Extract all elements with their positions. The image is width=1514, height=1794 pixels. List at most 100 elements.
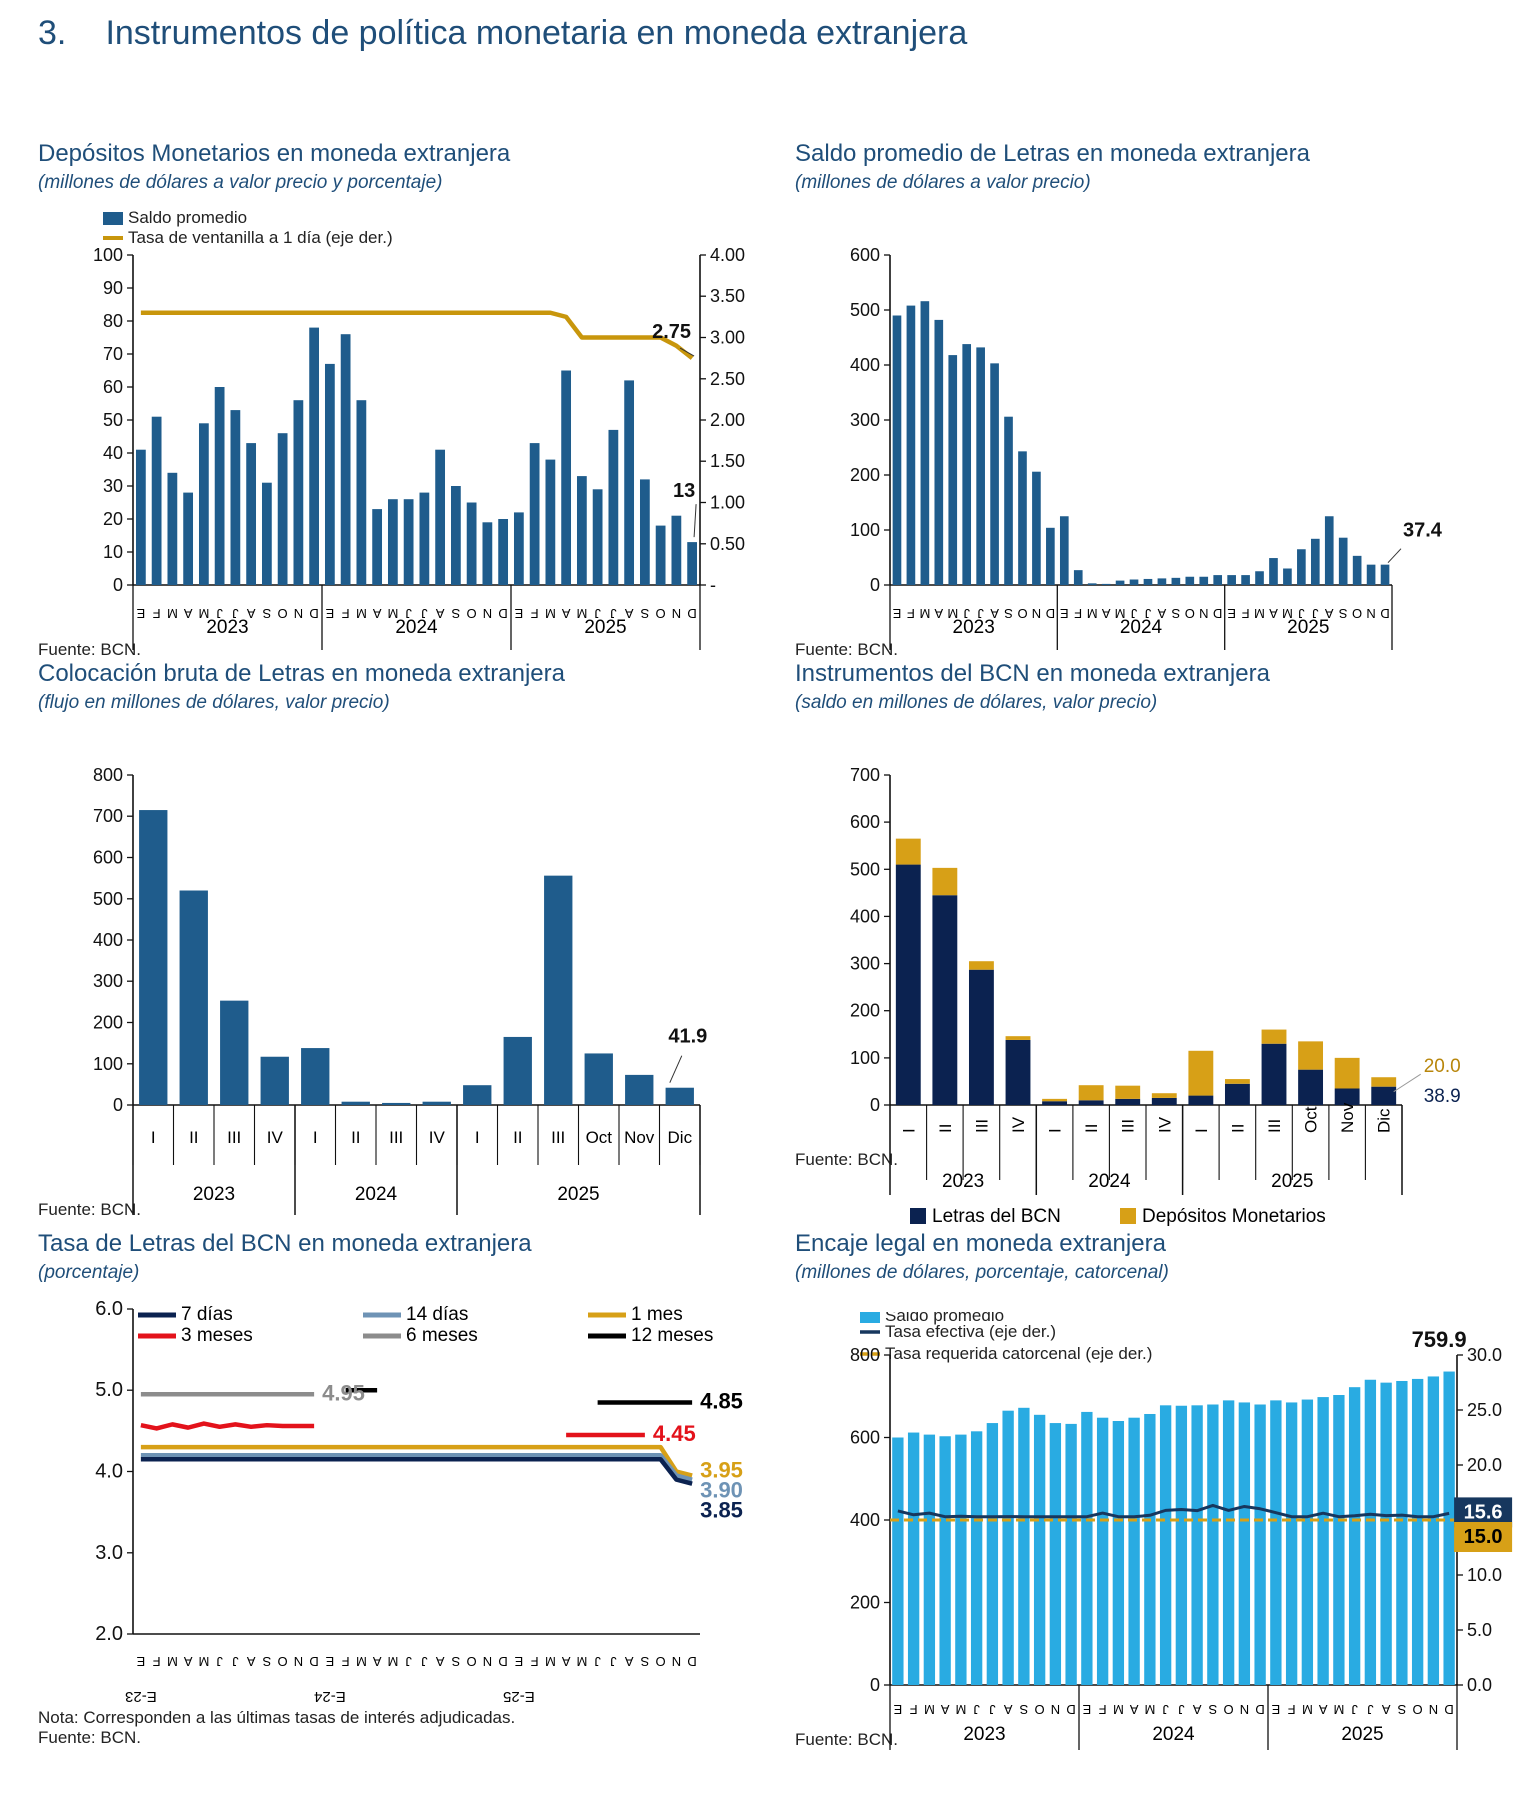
svg-text:S: S xyxy=(1339,606,1348,621)
svg-text:600: 600 xyxy=(850,812,880,832)
svg-text:0.50: 0.50 xyxy=(710,534,745,554)
svg-text:IV: IV xyxy=(267,1128,284,1147)
svg-text:80: 80 xyxy=(103,311,123,331)
svg-text:S: S xyxy=(1208,1702,1217,1717)
svg-text:S: S xyxy=(451,1654,460,1669)
svg-text:O: O xyxy=(656,1654,666,1669)
svg-text:200: 200 xyxy=(850,465,880,485)
svg-text:O: O xyxy=(467,606,477,621)
svg-text:400: 400 xyxy=(850,1510,880,1530)
svg-text:Dic: Dic xyxy=(668,1128,693,1147)
svg-text:S: S xyxy=(640,606,649,621)
svg-text:6 meses: 6 meses xyxy=(406,1325,478,1346)
svg-text:N: N xyxy=(483,606,492,621)
svg-text:M: M xyxy=(955,1702,966,1717)
svg-text:E: E xyxy=(1060,606,1069,621)
svg-text:E: E xyxy=(136,1654,145,1669)
svg-text:3.85: 3.85 xyxy=(700,1498,743,1523)
svg-text:S: S xyxy=(1397,1702,1406,1717)
svg-text:D: D xyxy=(1380,606,1389,621)
svg-text:1.50: 1.50 xyxy=(710,451,745,471)
svg-text:100: 100 xyxy=(850,1048,880,1068)
svg-text:J: J xyxy=(610,1654,617,1669)
svg-text:Dic: Dic xyxy=(1375,1108,1394,1133)
svg-text:M: M xyxy=(1113,1702,1124,1717)
svg-text:41.9: 41.9 xyxy=(668,1026,707,1048)
svg-text:A: A xyxy=(561,1654,570,1669)
svg-text:F: F xyxy=(1099,1702,1107,1717)
svg-text:III: III xyxy=(1119,1119,1138,1133)
svg-text:E: E xyxy=(325,606,334,621)
svg-text:3.50: 3.50 xyxy=(710,286,745,306)
svg-text:S: S xyxy=(1004,606,1013,621)
svg-text:N: N xyxy=(483,1654,492,1669)
svg-text:2023: 2023 xyxy=(206,617,248,638)
svg-text:I: I xyxy=(1046,1128,1065,1133)
svg-text:E: E xyxy=(325,1654,334,1669)
svg-text:2025: 2025 xyxy=(1341,1724,1383,1745)
svg-text:I: I xyxy=(475,1128,480,1147)
svg-text:3.0: 3.0 xyxy=(95,1542,123,1564)
svg-text:Letras del BCN: Letras del BCN xyxy=(932,1206,1061,1227)
svg-text:F: F xyxy=(531,606,539,621)
svg-text:N: N xyxy=(1199,606,1208,621)
svg-text:J: J xyxy=(405,1654,412,1669)
svg-text:600: 600 xyxy=(93,848,123,868)
svg-text:D: D xyxy=(309,1654,318,1669)
svg-text:A: A xyxy=(1101,606,1110,621)
svg-text:E: E xyxy=(892,606,901,621)
svg-text:2024: 2024 xyxy=(355,1184,398,1205)
svg-text:E: E xyxy=(1271,1702,1280,1717)
svg-text:O: O xyxy=(278,1654,288,1669)
svg-text:759.9: 759.9 xyxy=(1412,1327,1467,1352)
svg-text:F: F xyxy=(531,1654,539,1669)
svg-text:II: II xyxy=(1228,1124,1247,1133)
svg-text:M: M xyxy=(1254,606,1265,621)
svg-text:Nov: Nov xyxy=(1338,1102,1357,1133)
svg-text:38.9: 38.9 xyxy=(1424,1086,1461,1107)
svg-text:I: I xyxy=(1192,1128,1211,1133)
svg-text:100: 100 xyxy=(93,245,123,265)
svg-text:F: F xyxy=(910,1702,918,1717)
svg-text:D: D xyxy=(687,1654,696,1669)
svg-text:2025: 2025 xyxy=(1287,617,1329,638)
svg-text:M: M xyxy=(167,1654,178,1669)
svg-text:O: O xyxy=(1352,606,1362,621)
svg-text:4.45: 4.45 xyxy=(653,1421,696,1446)
svg-text:A: A xyxy=(940,1702,949,1717)
svg-text:800: 800 xyxy=(850,1345,880,1365)
svg-text:500: 500 xyxy=(850,859,880,879)
svg-text:M: M xyxy=(919,606,930,621)
svg-text:III: III xyxy=(972,1119,991,1133)
svg-text:J: J xyxy=(421,1654,428,1669)
svg-text:600: 600 xyxy=(850,245,880,265)
svg-text:D: D xyxy=(1213,606,1222,621)
svg-text:100: 100 xyxy=(850,520,880,540)
svg-text:F: F xyxy=(342,606,350,621)
svg-text:F: F xyxy=(907,606,915,621)
svg-text:III: III xyxy=(227,1128,241,1147)
svg-text:A: A xyxy=(561,606,570,621)
svg-text:II: II xyxy=(1082,1124,1101,1133)
svg-text:O: O xyxy=(1185,606,1195,621)
svg-text:Saldo promedio: Saldo promedio xyxy=(128,210,247,227)
svg-text:600: 600 xyxy=(850,1428,880,1448)
svg-text:J: J xyxy=(594,1654,601,1669)
svg-text:II: II xyxy=(351,1128,360,1147)
svg-text:6.0: 6.0 xyxy=(95,1300,123,1320)
svg-text:2.00: 2.00 xyxy=(710,410,745,430)
svg-text:J: J xyxy=(1178,1702,1185,1717)
svg-text:M: M xyxy=(387,1654,398,1669)
svg-text:500: 500 xyxy=(93,889,123,909)
svg-text:III: III xyxy=(389,1128,403,1147)
svg-text:N: N xyxy=(1429,1702,1438,1717)
svg-text:M: M xyxy=(545,606,556,621)
svg-text:II: II xyxy=(936,1124,955,1133)
svg-text:0: 0 xyxy=(870,1675,880,1695)
svg-text:4.85: 4.85 xyxy=(700,1388,743,1413)
svg-text:10.0: 10.0 xyxy=(1467,1565,1502,1585)
svg-text:F: F xyxy=(342,1654,350,1669)
svg-text:M: M xyxy=(545,1654,556,1669)
svg-text:M: M xyxy=(1302,1702,1313,1717)
svg-text:3 meses: 3 meses xyxy=(181,1325,253,1346)
